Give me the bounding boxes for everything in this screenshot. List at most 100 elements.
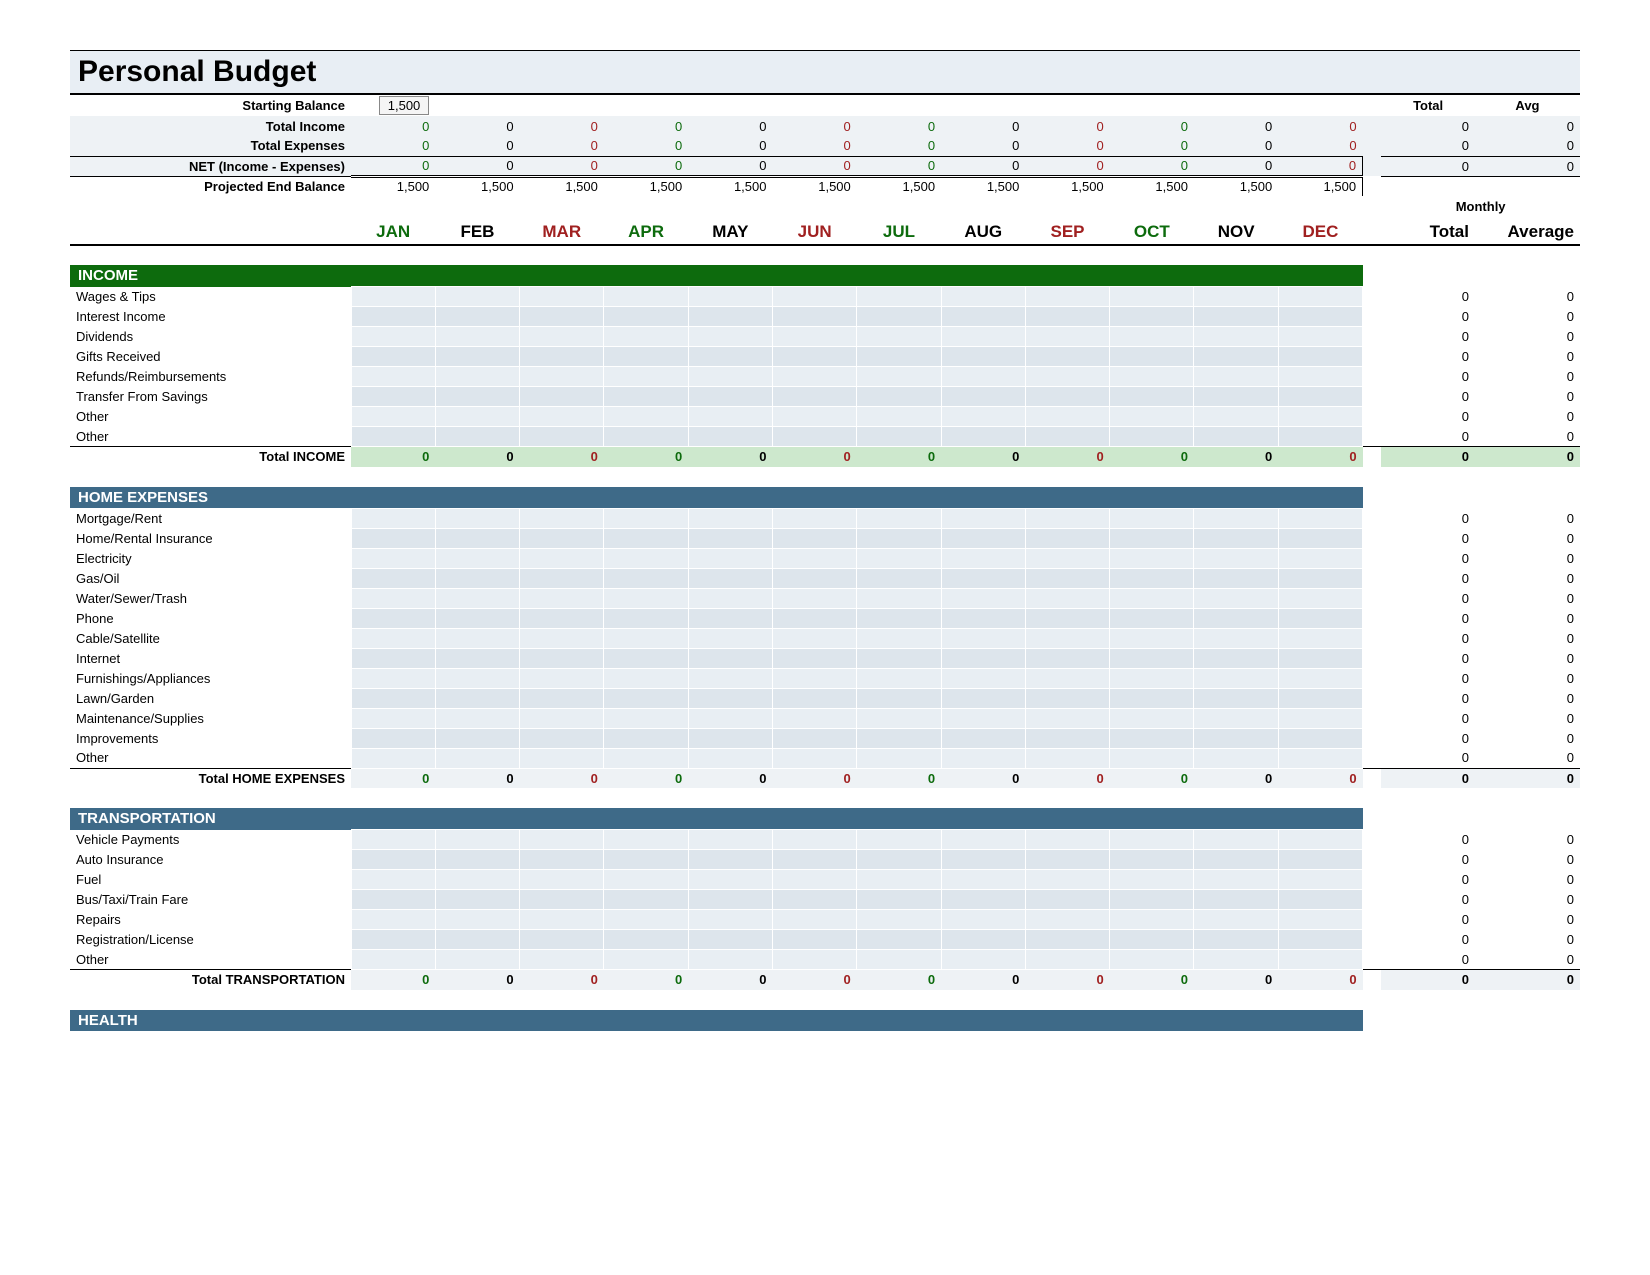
data-cell[interactable]: [1194, 528, 1278, 548]
data-cell[interactable]: [688, 870, 772, 890]
data-cell[interactable]: [604, 668, 688, 688]
data-cell[interactable]: [1025, 930, 1109, 950]
data-cell[interactable]: [772, 407, 856, 427]
data-cell[interactable]: [604, 950, 688, 970]
data-cell[interactable]: [435, 327, 519, 347]
data-cell[interactable]: [351, 588, 435, 608]
data-cell[interactable]: [941, 728, 1025, 748]
data-cell[interactable]: [1278, 628, 1362, 648]
data-cell[interactable]: [1110, 508, 1194, 528]
data-cell[interactable]: [1025, 568, 1109, 588]
data-cell[interactable]: [1278, 950, 1362, 970]
data-cell[interactable]: [435, 950, 519, 970]
data-cell[interactable]: [435, 367, 519, 387]
data-cell[interactable]: [351, 367, 435, 387]
data-cell[interactable]: [1110, 748, 1194, 768]
data-cell[interactable]: [351, 728, 435, 748]
data-cell[interactable]: [772, 950, 856, 970]
data-cell[interactable]: [1278, 870, 1362, 890]
data-cell[interactable]: [520, 387, 604, 407]
data-cell[interactable]: [1194, 910, 1278, 930]
data-cell[interactable]: [1278, 568, 1362, 588]
data-cell[interactable]: [857, 708, 941, 728]
data-cell[interactable]: [1110, 930, 1194, 950]
data-cell[interactable]: [772, 588, 856, 608]
data-cell[interactable]: [1110, 950, 1194, 970]
data-cell[interactable]: [941, 387, 1025, 407]
data-cell[interactable]: [1194, 307, 1278, 327]
data-cell[interactable]: [1278, 890, 1362, 910]
data-cell[interactable]: [351, 508, 435, 528]
data-cell[interactable]: [1194, 508, 1278, 528]
data-cell[interactable]: [520, 910, 604, 930]
data-cell[interactable]: [435, 668, 519, 688]
data-cell[interactable]: [351, 830, 435, 850]
data-cell[interactable]: [1025, 588, 1109, 608]
data-cell[interactable]: [857, 930, 941, 950]
data-cell[interactable]: [1110, 648, 1194, 668]
data-cell[interactable]: [1025, 748, 1109, 768]
data-cell[interactable]: [1110, 287, 1194, 307]
data-cell[interactable]: [351, 608, 435, 628]
data-cell[interactable]: [688, 850, 772, 870]
data-cell[interactable]: [688, 748, 772, 768]
data-cell[interactable]: [857, 950, 941, 970]
data-cell[interactable]: [688, 708, 772, 728]
data-cell[interactable]: [688, 508, 772, 528]
data-cell[interactable]: [1278, 728, 1362, 748]
data-cell[interactable]: [941, 568, 1025, 588]
data-cell[interactable]: [1025, 287, 1109, 307]
data-cell[interactable]: [688, 568, 772, 588]
data-cell[interactable]: [688, 387, 772, 407]
data-cell[interactable]: [857, 427, 941, 447]
data-cell[interactable]: [772, 708, 856, 728]
data-cell[interactable]: [351, 870, 435, 890]
data-cell[interactable]: [520, 588, 604, 608]
data-cell[interactable]: [604, 367, 688, 387]
data-cell[interactable]: [941, 708, 1025, 728]
data-cell[interactable]: [520, 528, 604, 548]
data-cell[interactable]: [941, 548, 1025, 568]
data-cell[interactable]: [351, 347, 435, 367]
data-cell[interactable]: [351, 648, 435, 668]
data-cell[interactable]: [1278, 307, 1362, 327]
data-cell[interactable]: [941, 748, 1025, 768]
data-cell[interactable]: [604, 850, 688, 870]
data-cell[interactable]: [688, 910, 772, 930]
data-cell[interactable]: [520, 890, 604, 910]
data-cell[interactable]: [351, 950, 435, 970]
data-cell[interactable]: [1025, 728, 1109, 748]
data-cell[interactable]: [688, 628, 772, 648]
data-cell[interactable]: [351, 930, 435, 950]
data-cell[interactable]: [351, 708, 435, 728]
data-cell[interactable]: [1025, 387, 1109, 407]
data-cell[interactable]: [1025, 688, 1109, 708]
data-cell[interactable]: [772, 508, 856, 528]
data-cell[interactable]: [688, 950, 772, 970]
data-cell[interactable]: [772, 608, 856, 628]
data-cell[interactable]: [1025, 910, 1109, 930]
data-cell[interactable]: [520, 748, 604, 768]
data-cell[interactable]: [1278, 407, 1362, 427]
data-cell[interactable]: [1278, 688, 1362, 708]
data-cell[interactable]: [435, 870, 519, 890]
data-cell[interactable]: [520, 668, 604, 688]
data-cell[interactable]: [1110, 327, 1194, 347]
data-cell[interactable]: [1025, 548, 1109, 568]
data-cell[interactable]: [351, 910, 435, 930]
data-cell[interactable]: [941, 890, 1025, 910]
data-cell[interactable]: [857, 588, 941, 608]
data-cell[interactable]: [941, 327, 1025, 347]
data-cell[interactable]: [941, 588, 1025, 608]
data-cell[interactable]: [1110, 387, 1194, 407]
data-cell[interactable]: [1194, 287, 1278, 307]
data-cell[interactable]: [435, 910, 519, 930]
data-cell[interactable]: [772, 870, 856, 890]
data-cell[interactable]: [435, 648, 519, 668]
data-cell[interactable]: [1194, 588, 1278, 608]
data-cell[interactable]: [604, 708, 688, 728]
data-cell[interactable]: [1025, 708, 1109, 728]
data-cell[interactable]: [857, 850, 941, 870]
data-cell[interactable]: [604, 508, 688, 528]
data-cell[interactable]: [1194, 327, 1278, 347]
